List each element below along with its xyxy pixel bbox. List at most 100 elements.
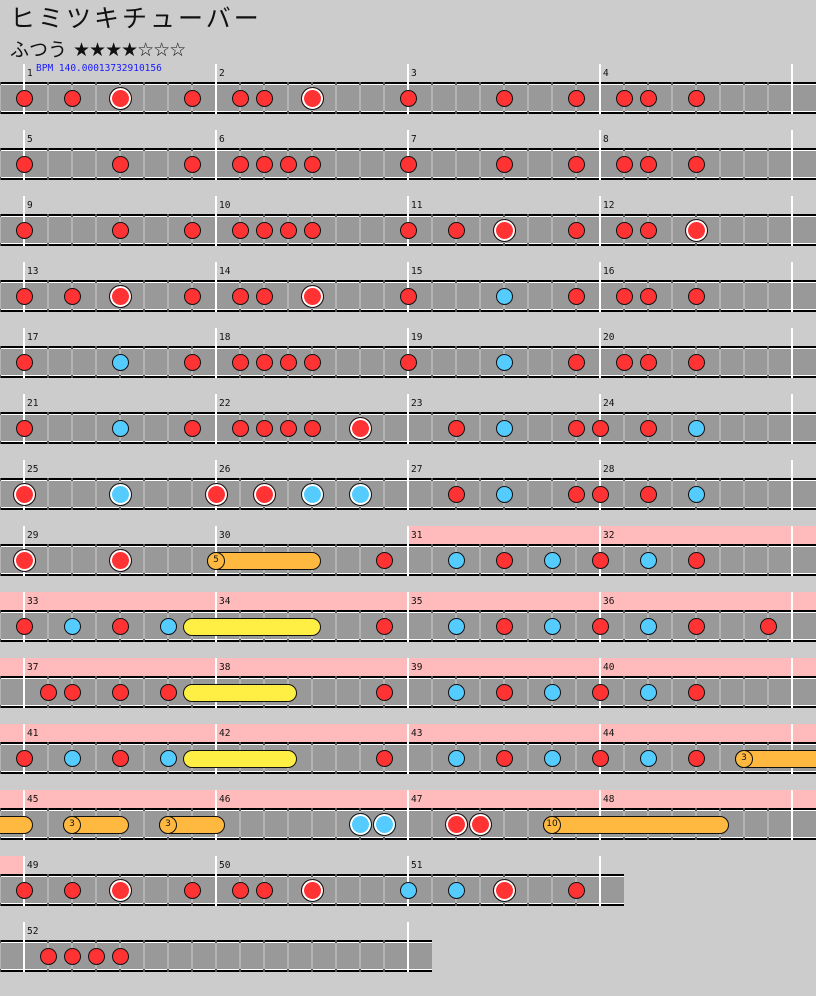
- beat-gridline: [671, 214, 673, 246]
- beat-gridline: [167, 148, 169, 180]
- don-note: [279, 353, 297, 371]
- don-note: [567, 221, 585, 239]
- measure-line: [407, 64, 409, 114]
- measure-line: [599, 196, 601, 246]
- beat-gridline: [311, 808, 313, 840]
- beat-gridline: [671, 412, 673, 444]
- measure-line: [599, 460, 601, 510]
- beat-gridline: [359, 346, 361, 378]
- don-note: [111, 947, 129, 965]
- beat-gridline: [167, 346, 169, 378]
- don-note: [687, 617, 705, 635]
- measure-line: [23, 592, 25, 642]
- don-big-note: [12, 482, 36, 506]
- beat-gridline: [743, 280, 745, 312]
- beat-gridline: [95, 874, 97, 906]
- don-note: [399, 89, 417, 107]
- measure-line: [215, 328, 217, 378]
- ka-note: [639, 551, 657, 569]
- don-note: [15, 419, 33, 437]
- don-note: [495, 89, 513, 107]
- measure-line: [407, 196, 409, 246]
- beat-gridline: [479, 544, 481, 576]
- measure-number: 2: [219, 68, 225, 79]
- don-note: [567, 287, 585, 305]
- beat-gridline: [671, 346, 673, 378]
- don-note: [687, 287, 705, 305]
- don-note: [615, 287, 633, 305]
- beat-gridline: [167, 940, 169, 972]
- beat-gridline: [719, 148, 721, 180]
- beat-gridline: [479, 412, 481, 444]
- measure-line: [215, 856, 217, 906]
- don-big-note: [252, 482, 276, 506]
- ka-note: [495, 287, 513, 305]
- beat-gridline: [431, 412, 433, 444]
- don-note: [159, 683, 177, 701]
- measure-number: 49: [27, 860, 39, 871]
- beat-gridline: [431, 478, 433, 510]
- beat-gridline: [623, 742, 625, 774]
- don-note: [183, 287, 201, 305]
- don-note: [375, 683, 393, 701]
- measure-line: [215, 64, 217, 114]
- measure-number: 41: [27, 728, 39, 739]
- don-big-note: [108, 548, 132, 572]
- don-note: [639, 353, 657, 371]
- don-note: [231, 221, 249, 239]
- don-note: [255, 155, 273, 173]
- balloon-note: [0, 816, 33, 834]
- ka-big-note: [348, 482, 372, 506]
- beat-gridline: [743, 214, 745, 246]
- beat-gridline: [527, 478, 529, 510]
- note-lane: [0, 214, 816, 246]
- beat-gridline: [95, 412, 97, 444]
- don-note: [567, 485, 585, 503]
- don-note: [231, 881, 249, 899]
- beat-gridline: [719, 214, 721, 246]
- measure-line: [599, 262, 601, 312]
- beat-gridline: [143, 676, 145, 708]
- measure-number: 21: [27, 398, 39, 409]
- don-note: [495, 551, 513, 569]
- ka-note: [543, 749, 561, 767]
- don-note: [255, 419, 273, 437]
- measure-line: [599, 394, 601, 444]
- beat-gridline: [383, 214, 385, 246]
- beat-gridline: [47, 610, 49, 642]
- beat-gridline: [383, 346, 385, 378]
- don-big-note: [108, 86, 132, 110]
- don-note: [279, 419, 297, 437]
- measure-number: 28: [603, 464, 615, 475]
- measure-number: 17: [27, 332, 39, 343]
- measure-line: [215, 394, 217, 444]
- measure-number: 32: [603, 530, 615, 541]
- measure-number: 29: [27, 530, 39, 541]
- measure-number: 35: [411, 596, 423, 607]
- beat-gridline: [143, 412, 145, 444]
- don-note: [15, 617, 33, 635]
- difficulty-line: ふつう ★★★★☆☆☆: [10, 39, 186, 61]
- beat-gridline: [143, 148, 145, 180]
- don-note: [639, 287, 657, 305]
- balloon-count: 3: [735, 750, 753, 768]
- don-big-note: [492, 878, 516, 902]
- ka-note: [111, 353, 129, 371]
- ka-note: [63, 617, 81, 635]
- beat-gridline: [47, 214, 49, 246]
- don-big-note: [348, 416, 372, 440]
- beat-gridline: [95, 82, 97, 114]
- ka-note: [159, 617, 177, 635]
- beat-gridline: [0, 874, 1, 906]
- beat-gridline: [719, 412, 721, 444]
- measure-line: [791, 262, 793, 312]
- beat-gridline: [431, 742, 433, 774]
- beat-gridline: [335, 214, 337, 246]
- don-note: [639, 89, 657, 107]
- beat-gridline: [335, 82, 337, 114]
- measure-line: [215, 790, 217, 840]
- beat-gridline: [47, 148, 49, 180]
- beat-gridline: [0, 940, 1, 972]
- beat-gridline: [95, 742, 97, 774]
- beat-gridline: [335, 478, 337, 510]
